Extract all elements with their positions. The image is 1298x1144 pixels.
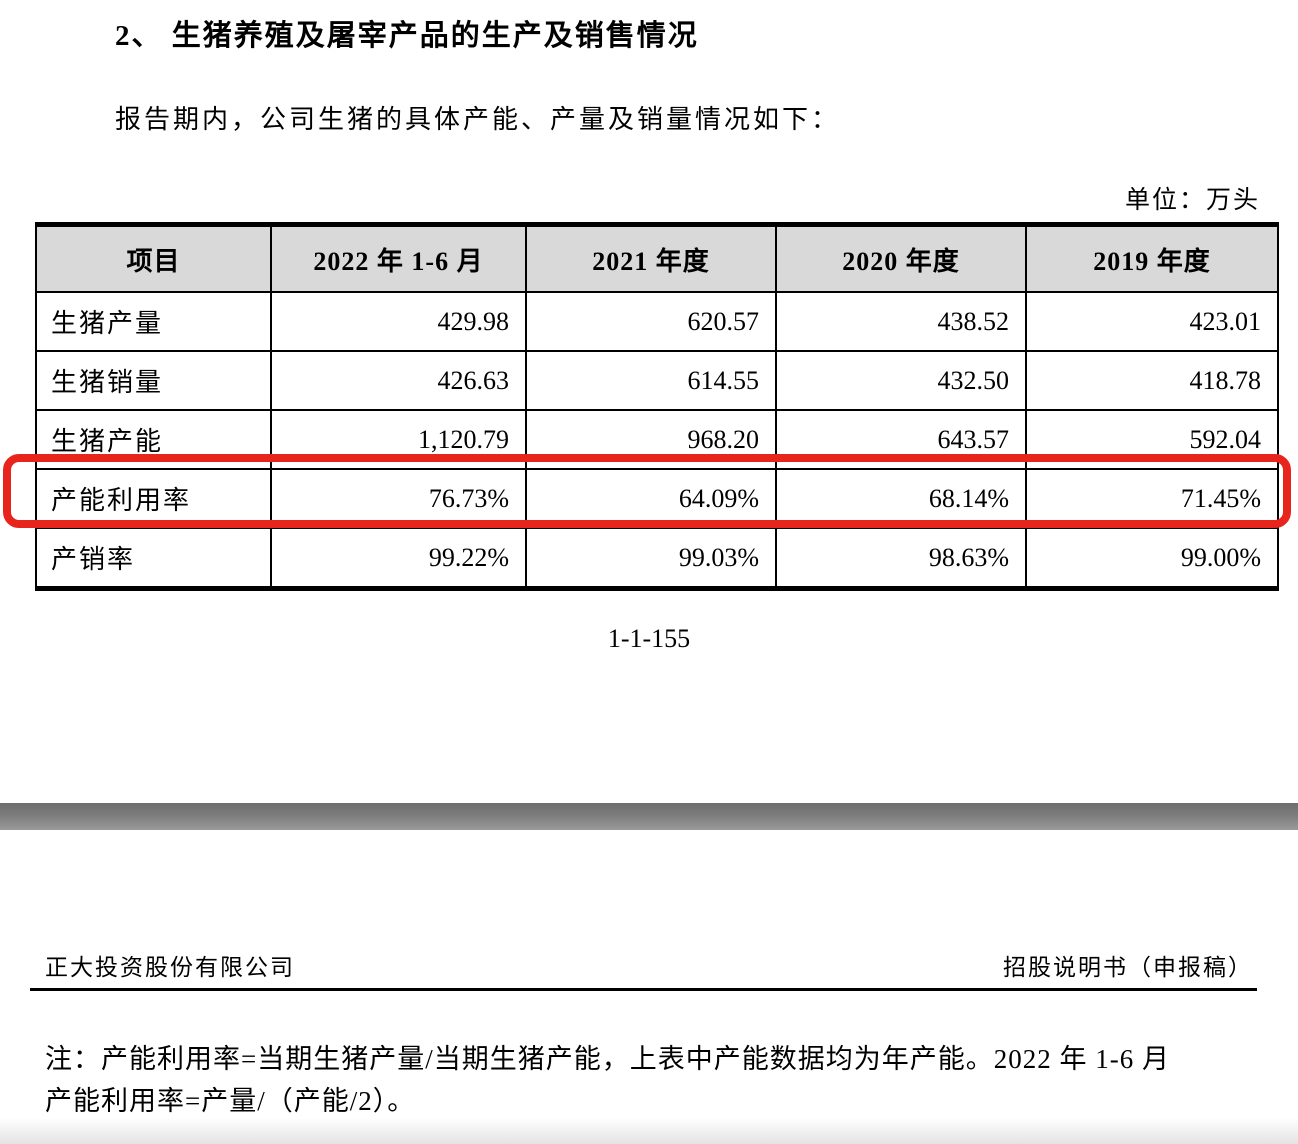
cell-value: 76.73% — [270, 468, 527, 529]
next-page-header: 正大投资股份有限公司 招股说明书（申报稿） — [45, 948, 1253, 982]
cell-value: 643.57 — [775, 409, 1027, 470]
footnote-line-2: 产能利用率=产量/（产能/2）。 — [45, 1086, 416, 1116]
document-title: 招股说明书（申报稿） — [1003, 955, 1253, 980]
cell-value: 423.01 — [1025, 291, 1279, 352]
cell-value: 99.03% — [525, 527, 777, 590]
table-row-capacity: 生猪产能 1,120.79 968.20 643.57 592.04 — [35, 409, 1279, 470]
page-separator-bar — [0, 803, 1298, 830]
footnote: 注：产能利用率=当期生猪产量/当期生猪产能，上表中产能数据均为年产能。2022 … — [45, 1038, 1265, 1122]
header-cell-item: 项目 — [35, 223, 272, 293]
company-name: 正大投资股份有限公司 — [45, 955, 295, 980]
production-table-wrap: 项目 2022 年 1-6 月 2021 年度 2020 年度 2019 年度 … — [35, 222, 1279, 591]
unit-label: 单位：万头 — [1124, 187, 1260, 214]
row-label: 产能利用率 — [35, 468, 272, 529]
table-row-sales-ratio: 产销率 99.22% 99.03% 98.63% 99.00% — [35, 527, 1279, 590]
cell-value: 98.63% — [775, 527, 1027, 590]
table-row-sales: 生猪销量 426.63 614.55 432.50 418.78 — [35, 350, 1279, 411]
row-label: 生猪销量 — [35, 350, 272, 411]
cell-value: 71.45% — [1025, 468, 1279, 529]
header-cell-2019: 2019 年度 — [1025, 223, 1279, 293]
cell-value: 68.14% — [775, 468, 1027, 529]
header-cell-2022h1: 2022 年 1-6 月 — [270, 223, 527, 293]
page-number: 1-1-155 — [607, 624, 691, 653]
cell-value: 968.20 — [525, 409, 777, 470]
cell-value: 426.63 — [270, 350, 527, 411]
cell-value: 438.52 — [775, 291, 1027, 352]
production-table: 项目 2022 年 1-6 月 2021 年度 2020 年度 2019 年度 … — [35, 222, 1279, 591]
intro-paragraph: 报告期内，公司生猪的具体产能、产量及销量情况如下： — [115, 105, 841, 134]
row-label: 生猪产量 — [35, 291, 272, 352]
table-row-capacity-utilization: 产能利用率 76.73% 64.09% 68.14% 71.45% — [35, 468, 1279, 529]
header-cell-2020: 2020 年度 — [775, 223, 1027, 293]
table-header-row: 项目 2022 年 1-6 月 2021 年度 2020 年度 2019 年度 — [35, 223, 1279, 293]
cell-value: 99.00% — [1025, 527, 1279, 590]
cell-value: 432.50 — [775, 350, 1027, 411]
cell-value: 429.98 — [270, 291, 527, 352]
cell-value: 64.09% — [525, 468, 777, 529]
cell-value: 99.22% — [270, 527, 527, 590]
header-cell-2021: 2021 年度 — [525, 223, 777, 293]
cell-value: 418.78 — [1025, 350, 1279, 411]
cell-value: 1,120.79 — [270, 409, 527, 470]
row-label: 产销率 — [35, 527, 272, 590]
cell-value: 614.55 — [525, 350, 777, 411]
cell-value: 592.04 — [1025, 409, 1279, 470]
cell-value: 620.57 — [525, 291, 777, 352]
table-row-output: 生猪产量 429.98 620.57 438.52 423.01 — [35, 291, 1279, 352]
section-heading: 2、 生猪养殖及屠宰产品的生产及销售情况 — [115, 20, 699, 52]
footnote-line-1: 注：产能利用率=当期生猪产量/当期生猪产能，上表中产能数据均为年产能。2022 … — [45, 1044, 1170, 1074]
row-label: 生猪产能 — [35, 409, 272, 470]
header-rule — [30, 988, 1257, 991]
